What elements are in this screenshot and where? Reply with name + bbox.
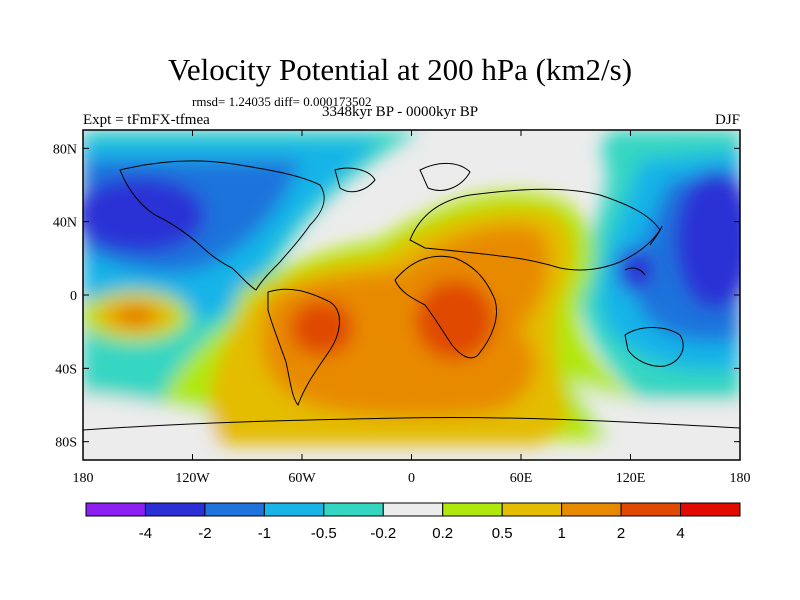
x-tick-label: 60E bbox=[510, 471, 533, 486]
colorbar-swatch bbox=[442, 502, 503, 517]
colorbar-swatch bbox=[204, 502, 265, 517]
x-tick-label: 120E bbox=[616, 471, 646, 486]
colorbar-swatch bbox=[144, 502, 206, 517]
colorbar-swatch bbox=[680, 502, 741, 517]
y-axis: 80N 40N 0 40S 80S bbox=[53, 142, 740, 451]
colorbar-swatch bbox=[323, 502, 384, 517]
x-tick-label: 180 bbox=[73, 471, 94, 486]
colorbar-label: -0.2 bbox=[370, 525, 396, 542]
season-label: DJF bbox=[714, 112, 740, 128]
colorbar-label: 2 bbox=[617, 525, 625, 542]
x-tick-label: 120W bbox=[175, 471, 210, 486]
x-tick-label: 180 bbox=[730, 471, 751, 486]
plot-title: Velocity Potential at 200 hPa (km2/s) bbox=[167, 52, 633, 87]
colorbar: -4 -2 -1 -0.5 -0.2 0.2 0.5 1 2 4 bbox=[85, 502, 741, 542]
colorbar-swatch bbox=[620, 502, 682, 517]
colorbar-swatch bbox=[382, 502, 444, 517]
colorbar-label: 0.5 bbox=[492, 525, 513, 542]
colorbar-label: -1 bbox=[258, 525, 271, 542]
x-tick-label: 0 bbox=[408, 471, 415, 486]
colorbar-label: 1 bbox=[557, 525, 565, 542]
colorbar-label: 0.2 bbox=[432, 525, 453, 542]
colorbar-swatch bbox=[85, 502, 146, 517]
y-tick-label: 80S bbox=[55, 436, 77, 451]
y-tick-label: 0 bbox=[70, 289, 77, 304]
colorbar-swatch bbox=[501, 502, 563, 517]
colorbar-label: -4 bbox=[139, 525, 152, 542]
colorbar-label: 4 bbox=[676, 525, 684, 542]
y-tick-label: 40N bbox=[53, 216, 77, 231]
y-tick-label: 40S bbox=[55, 362, 77, 377]
colorbar-label: -0.5 bbox=[311, 525, 337, 542]
x-tick-label: 60W bbox=[288, 471, 316, 486]
coastlines bbox=[83, 160, 740, 431]
experiment-label: Expt = tFmFX-tfmea bbox=[83, 112, 210, 128]
x-axis: 180 120W 60W 0 60E 120E 180 bbox=[73, 130, 751, 486]
plot-subtitle: 3348kyr BP - 0000kyr BP bbox=[321, 104, 479, 120]
colorbar-swatch bbox=[263, 502, 325, 517]
y-tick-label: 80N bbox=[53, 142, 77, 157]
velocity-potential-field bbox=[83, 130, 740, 460]
colorbar-label: -2 bbox=[198, 525, 211, 542]
colorbar-swatch bbox=[561, 502, 622, 517]
stats-label: rmsd= 1.24035 diff= 0.000173502 bbox=[192, 94, 372, 109]
